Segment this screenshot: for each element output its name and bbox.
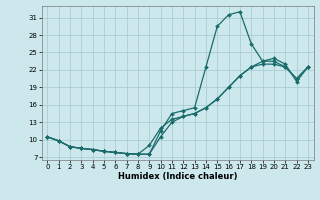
X-axis label: Humidex (Indice chaleur): Humidex (Indice chaleur) bbox=[118, 172, 237, 181]
